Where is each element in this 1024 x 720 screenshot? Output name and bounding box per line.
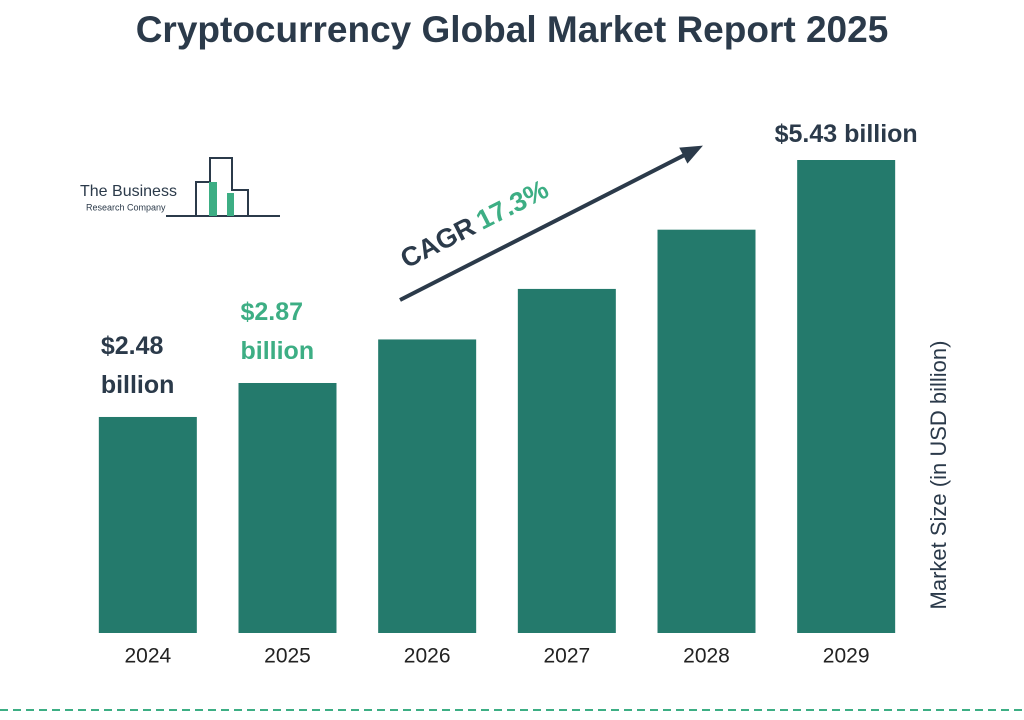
x-tick-label: 2025 (264, 645, 311, 668)
logo-bar (209, 182, 217, 216)
logo-subtext: Research Company (86, 202, 166, 212)
bar (797, 160, 896, 633)
bar (657, 229, 756, 633)
x-tick-label: 2026 (404, 645, 451, 668)
x-tick-label: 2029 (823, 645, 870, 668)
cagr-arrow (399, 150, 691, 302)
logo: The Business Research Company (80, 157, 280, 217)
logo-bar (227, 193, 234, 216)
bar (378, 339, 477, 633)
bar (238, 382, 337, 633)
value-label: $2.48 billion (100, 331, 175, 399)
y-axis-label: Market Size (in USD billion) (926, 341, 951, 610)
value-label: $2.87 billion (240, 297, 315, 365)
x-tick-label: 2027 (543, 645, 590, 668)
bar (98, 416, 197, 633)
value-label: $5.43 billion (774, 120, 918, 148)
cagr-arrowhead (679, 145, 703, 164)
logo-outline (166, 157, 280, 217)
x-tick-label: 2024 (124, 645, 171, 668)
chart-title: Cryptocurrency Global Market Report 2025 (136, 9, 889, 50)
x-tick-label: 2028 (683, 645, 730, 668)
bar (517, 288, 616, 633)
logo-text: The Business (80, 183, 177, 200)
